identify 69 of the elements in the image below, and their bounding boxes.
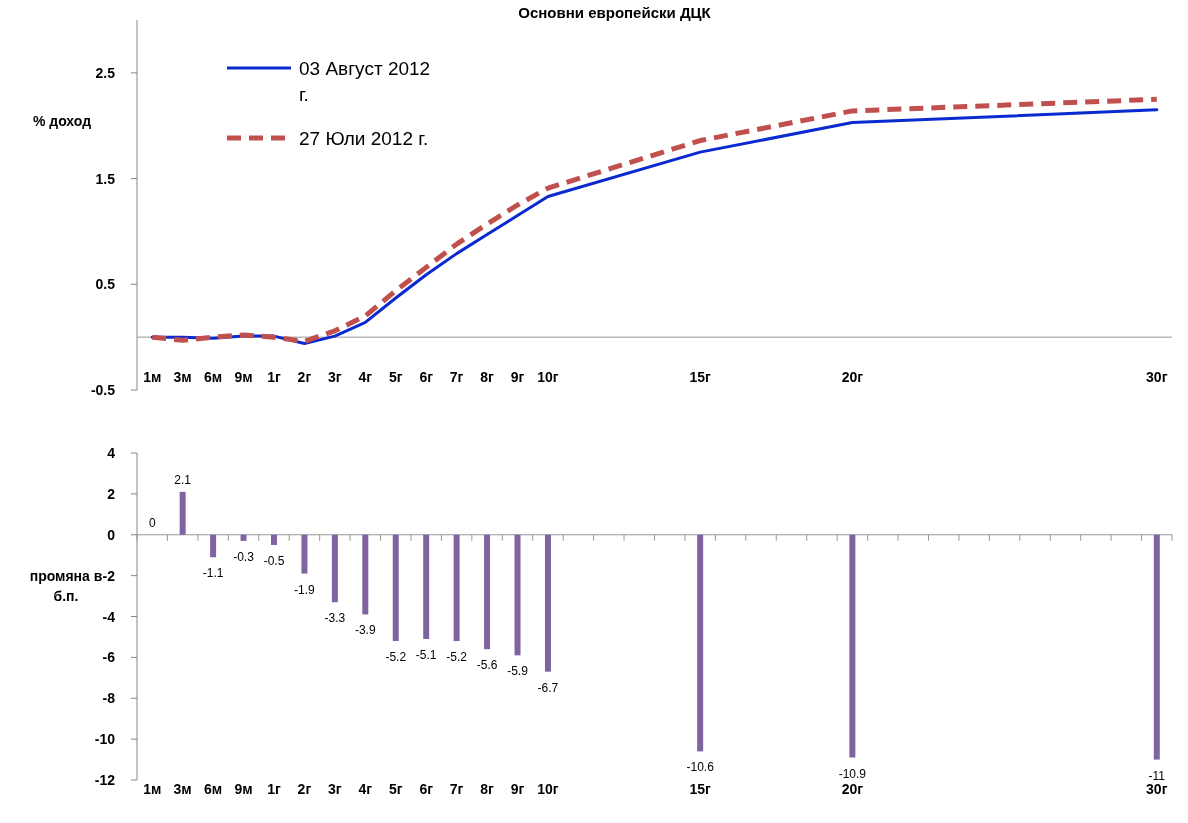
y-tick-label: -2 [102,567,116,584]
y-axis-title: промяна в б.п. [29,567,103,604]
x-tick-label: 10г [537,781,559,797]
x-tick-label: 3м [173,369,192,385]
data-label: -11 [1148,768,1166,783]
x-tick-label: 6м [204,781,223,797]
x-tick-label: 7г [449,369,464,385]
y-tick-label: 4 [107,445,116,461]
data-label: -3.3 [324,611,346,626]
x-tick-label: 8г [480,781,495,797]
x-tick-label: 4г [358,369,373,385]
y-tick-label: -12 [94,772,116,788]
y-tick-label: -4 [102,608,116,625]
data-label: 0 [148,515,156,530]
data-label: 2.1 [174,472,192,487]
x-tick-label: 3г [328,369,342,385]
x-tick-label: 3м [173,781,192,797]
chart-title: Основни европейски ДЦК [518,4,712,21]
x-tick-label: 3г [328,781,342,797]
x-tick-label: 20г [841,781,864,797]
data-label: -1.9 [294,582,316,597]
x-tick-label: 1м [143,369,162,385]
x-tick-label: 1г [267,369,281,385]
legend-label: 27 Юли 2012 г. [299,128,429,149]
data-label: -3.9 [354,623,376,638]
x-tick-label: 20г [841,369,864,385]
x-tick-label: 15г [689,781,712,797]
y-tick-label: 0.5 [95,276,116,293]
data-label: -5.2 [446,650,468,665]
data-label: -0.3 [233,549,255,564]
legend-label: 03 Август 2012 г. [299,58,431,105]
x-tick-label: 6г [419,369,434,385]
y-axis-title: % доход [32,112,92,129]
y-tick-label: 0 [107,526,116,543]
data-label: -1.1 [202,566,224,581]
y-tick-label: 1.5 [95,170,116,187]
y-tick-label: -6 [102,649,116,666]
data-label: -5.9 [507,664,529,679]
x-tick-label: 30г [1146,781,1168,797]
x-tick-label: 10г [537,369,559,385]
x-tick-label: 9г [510,369,525,385]
y-tick-label: -10 [94,731,116,748]
x-tick-label: 5г [388,369,403,385]
x-tick-label: 6м [204,369,223,385]
x-tick-label: 7г [449,781,464,797]
y-tick-label: 2 [107,485,116,502]
data-label: -10.6 [686,760,715,775]
y-tick-label: -8 [102,690,116,707]
y-tick-label: 2.5 [95,64,116,81]
x-tick-label: 5г [388,781,403,797]
y-tick-label: -0.5 [90,382,116,398]
x-tick-label: 2г [297,781,312,797]
x-tick-label: 9м [234,781,253,797]
x-tick-label: 9г [510,781,525,797]
data-label: -6.7 [537,680,559,695]
x-tick-label: 15г [689,369,712,385]
data-label: -5.2 [385,650,407,665]
x-tick-label: 9м [234,369,253,385]
x-tick-label: 2г [297,369,312,385]
x-tick-label: 8г [480,369,495,385]
data-label: -5.1 [415,647,437,662]
x-tick-label: 30г [1146,369,1168,385]
data-label: -0.5 [263,553,285,568]
x-tick-label: 4г [358,781,373,797]
data-label: -5.6 [476,658,498,673]
x-tick-label: 1м [143,781,162,797]
x-tick-label: 1г [267,781,281,797]
x-tick-label: 6г [419,781,434,797]
data-label: -10.9 [838,766,867,781]
